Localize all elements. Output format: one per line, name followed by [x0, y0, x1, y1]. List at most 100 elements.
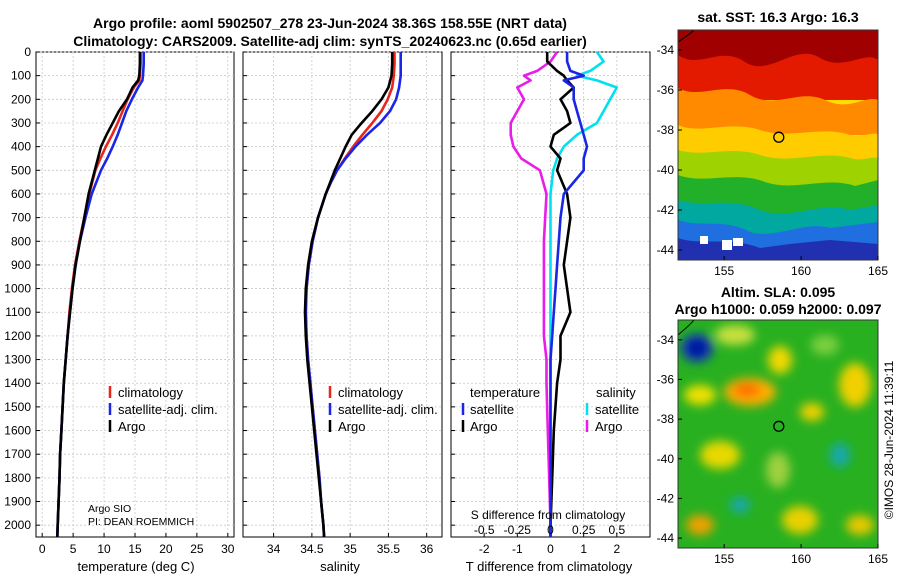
coastline — [678, 320, 695, 336]
sst-land-gap — [700, 236, 708, 244]
coastline — [678, 30, 695, 43]
depth-tick-label: 1600 — [4, 424, 31, 438]
argo-location-marker — [773, 131, 785, 143]
depth-tick-label: 600 — [11, 187, 31, 201]
figure-title-line1: Argo profile: aoml 5902507_278 23-Jun-20… — [93, 15, 567, 31]
legend-label-argo: Argo — [338, 419, 365, 434]
sla-high — [811, 335, 839, 355]
legend-label-climatology: climatology — [338, 385, 404, 400]
difference-panel: -2 -1 0 1 2 — [450, 51, 651, 556]
salinity-difference-ticks: -0.5 -0.25 0 0.25 0.5 — [474, 523, 626, 537]
sla-map-axes: 155 160 165 -34 -36 -38 -40 -42 -44 — [657, 333, 889, 566]
difference-legend: temperature salinity satellite Argo sate… — [461, 385, 639, 434]
map-y-tick-label: -42 — [657, 491, 675, 505]
x-tick-label: 10 — [97, 542, 111, 556]
sla-high — [782, 506, 818, 534]
depth-tick-label: 1300 — [4, 353, 31, 367]
figure-title-line2: Climatology: CARS2009. Satellite-adj cli… — [73, 33, 587, 49]
depth-tick-label: 200 — [11, 92, 31, 106]
x-tick-label: 5 — [70, 542, 77, 556]
temperature-legend: climatology satellite-adj. clim. Argo — [108, 385, 218, 434]
x-tick-label: 30 — [221, 542, 235, 556]
depth-tick-label: 1700 — [4, 447, 31, 461]
salinity-difference-tick-label: 0.5 — [608, 523, 625, 537]
sst-map-title: sat. SST: 16.3 Argo: 16.3 — [697, 9, 859, 25]
map-y-tick-label: -36 — [657, 83, 675, 97]
series-line-temperature-argo — [545, 52, 576, 537]
sla-low — [730, 497, 750, 513]
annotation-pi: PI: DEAN ROEMMICH — [88, 516, 194, 528]
depth-tick-label: 2000 — [4, 518, 31, 532]
sla-low-core — [689, 341, 705, 355]
annotation-argo-sio: Argo SIO — [88, 503, 131, 515]
sst-front-orange — [678, 88, 878, 135]
difference-xlabel: T difference from climatology — [466, 559, 633, 574]
sla-high — [800, 403, 824, 421]
sla-high — [768, 346, 792, 374]
depth-tick-label: 300 — [11, 116, 31, 130]
map-y-tick-label: -40 — [657, 163, 675, 177]
depth-tick-label: 1500 — [4, 400, 31, 414]
x-tick-label: 2 — [613, 542, 620, 556]
sla-high — [766, 452, 790, 488]
salinity-panel: 34 34.5 35 35.5 36 — [242, 51, 443, 556]
sst-map — [678, 30, 878, 260]
map-x-tick-label: 160 — [791, 264, 811, 278]
salinity-difference-tick-label: 0.25 — [572, 523, 596, 537]
x-tick-label: 0 — [547, 542, 554, 556]
x-tick-label: -1 — [512, 542, 523, 556]
temperature-panel: 0100200300400500600700800900100011001200… — [4, 45, 235, 556]
map-x-tick-label: 165 — [868, 552, 888, 566]
x-tick-label: -2 — [479, 542, 490, 556]
depth-tick-label: 500 — [11, 163, 31, 177]
depth-tick-label: 100 — [11, 69, 31, 83]
series-line-argo — [303, 52, 394, 538]
sst-land-gap — [722, 240, 732, 250]
legend-label-sal-satellite: satellite — [595, 402, 639, 417]
depth-tick-label: 1900 — [4, 495, 31, 509]
argo-location-marker — [773, 420, 785, 432]
temperature-xlabel: temperature (deg C) — [77, 559, 194, 574]
legend-title-salinity: salinity — [596, 385, 636, 400]
legend-label-sal-argo: Argo — [595, 419, 622, 434]
depth-tick-label: 700 — [11, 211, 31, 225]
sla-high — [839, 363, 871, 407]
sst-land-gap — [733, 238, 743, 246]
x-tick-label: 1 — [580, 542, 587, 556]
legend-label-argo: Argo — [118, 419, 145, 434]
depth-tick-label: 1100 — [5, 305, 31, 319]
x-tick-label: 0 — [39, 542, 46, 556]
salinity-legend: climatology satellite-adj. clim. Argo — [328, 385, 438, 434]
salinity-difference-tick-label: -0.25 — [504, 523, 532, 537]
x-tick-label: 35 — [343, 542, 357, 556]
x-tick-label: 36 — [420, 542, 434, 556]
sla-high — [684, 385, 716, 405]
map-y-tick-label: -34 — [657, 43, 675, 57]
legend-label-temp-satellite: satellite — [470, 402, 514, 417]
sla-high — [700, 441, 740, 469]
map-y-tick-label: -40 — [657, 452, 675, 466]
depth-tick-label: 1800 — [4, 471, 31, 485]
sla-high — [715, 325, 755, 345]
map-y-tick-label: -38 — [657, 412, 675, 426]
x-tick-label: 15 — [128, 542, 142, 556]
map-x-tick-label: 155 — [714, 552, 734, 566]
legend-title-temperature: temperature — [470, 385, 540, 400]
map-y-tick-label: -42 — [657, 203, 675, 217]
depth-tick-label: 1000 — [4, 282, 31, 296]
legend-label-temp-argo: Argo — [470, 419, 497, 434]
map-x-tick-label: 155 — [714, 264, 734, 278]
salinity-difference-tick-label: 0 — [547, 523, 554, 537]
x-tick-label: 25 — [190, 542, 204, 556]
series-line-temperature-satellite — [549, 52, 589, 537]
legend-label-satellite: satellite-adj. clim. — [118, 402, 218, 417]
legend-label-satellite: satellite-adj. clim. — [338, 402, 438, 417]
sla-low — [830, 443, 850, 467]
salinity-xlabel: salinity — [320, 559, 360, 574]
legend-label-climatology: climatology — [118, 385, 184, 400]
sla-high-core — [733, 383, 761, 397]
sla-high — [846, 515, 874, 535]
x-tick-label: 34 — [267, 542, 281, 556]
x-tick-label: 35.5 — [377, 542, 401, 556]
